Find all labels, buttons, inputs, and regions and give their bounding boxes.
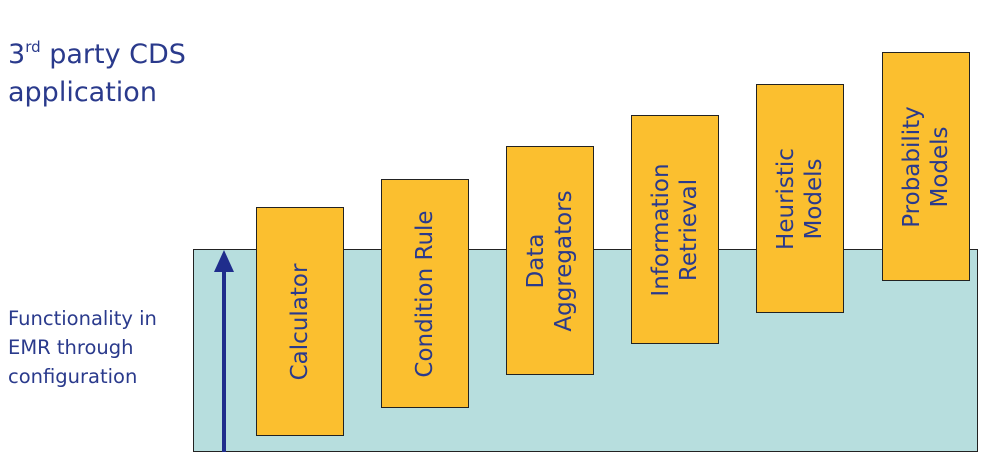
box-information-retrieval: Information Retrieval — [631, 115, 719, 344]
box-probability-models: Probability Models — [882, 52, 970, 281]
side-label: Functionality in EMR through configurati… — [8, 304, 157, 391]
box-label-line: Probability — [899, 105, 925, 228]
title-line2: application — [8, 77, 157, 108]
box-label-line: Retrieval — [676, 178, 702, 281]
box-label-line: Models — [927, 125, 953, 208]
box-label-line: Heuristic — [773, 147, 799, 250]
box-label: Information Retrieval — [647, 163, 703, 296]
box-condition-rule: Condition Rule — [381, 179, 469, 408]
arrow-head — [214, 250, 234, 272]
box-label: Calculator — [286, 263, 314, 380]
box-label: Heuristic Models — [772, 148, 828, 250]
side-label-line: EMR through — [8, 336, 134, 359]
box-label-line: Information — [648, 162, 674, 297]
box-label: Probability Models — [898, 106, 954, 228]
box-label-line: Calculator — [287, 263, 313, 380]
page-title: 3rd party CDS application — [8, 36, 186, 112]
box-label-line: Data — [523, 233, 549, 288]
box-label: Data Aggregators — [522, 190, 578, 331]
side-label-line: Functionality in — [8, 307, 157, 330]
box-calculator: Calculator — [256, 207, 344, 436]
title-prefix: 3 — [8, 39, 26, 70]
box-label-line: Condition Rule — [412, 209, 438, 378]
box-heuristic-models: Heuristic Models — [756, 84, 844, 313]
box-label-line: Aggregators — [551, 189, 577, 332]
title-line1-rest: party CDS — [40, 39, 186, 70]
side-label-line: configuration — [8, 365, 138, 388]
box-label: Condition Rule — [411, 210, 439, 377]
title-superscript: rd — [25, 38, 41, 56]
box-label-line: Models — [801, 157, 827, 240]
box-data-aggregators: Data Aggregators — [506, 146, 594, 375]
